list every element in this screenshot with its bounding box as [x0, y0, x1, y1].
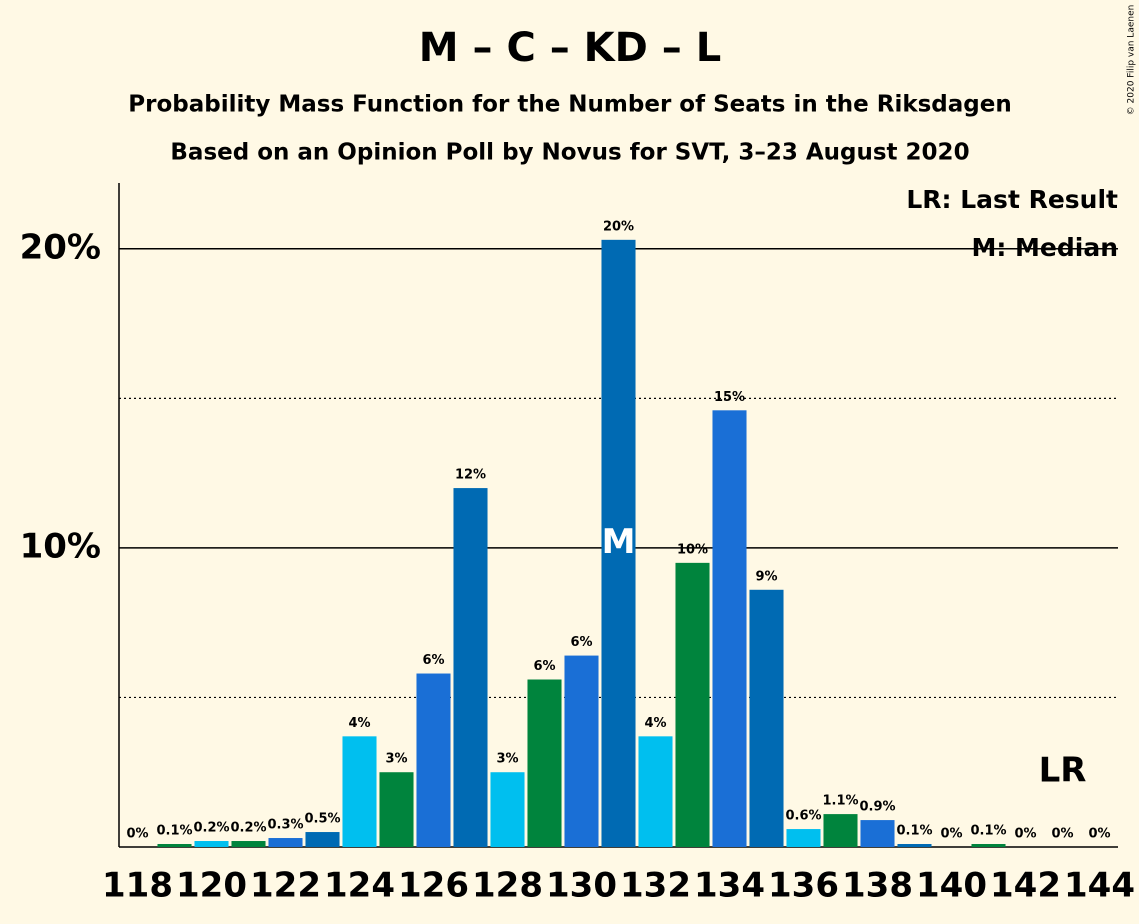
last-result-marker: LR	[1039, 751, 1087, 791]
legend-entry: LR: Last Result	[906, 185, 1118, 214]
bar	[897, 844, 932, 847]
x-tick-label: 118	[102, 866, 173, 906]
bar	[823, 814, 858, 847]
y-tick-label: 10%	[20, 526, 101, 566]
value-label: 15%	[714, 390, 745, 405]
bar	[564, 655, 599, 847]
value-label: 6%	[422, 653, 444, 668]
chart-subtitle: Probability Mass Function for the Number…	[128, 92, 1011, 118]
bar	[416, 673, 451, 847]
x-tick-label: 140	[916, 866, 987, 906]
value-label: 0.1%	[156, 824, 192, 839]
x-tick-label: 136	[768, 866, 839, 906]
x-tick-label: 144	[1064, 866, 1135, 906]
x-tick-label: 134	[694, 866, 765, 906]
value-label: 20%	[603, 219, 634, 234]
median-marker: M	[602, 522, 636, 562]
bar	[194, 841, 229, 847]
value-label: 3%	[496, 752, 518, 767]
bar	[712, 410, 747, 847]
value-label: 6%	[533, 659, 555, 674]
bar	[490, 772, 525, 847]
bar	[342, 736, 377, 847]
copyright: © 2020 Filip van Laenen	[1127, 5, 1137, 116]
x-tick-label: 126	[398, 866, 469, 906]
value-label: 6%	[570, 635, 592, 650]
bar	[675, 562, 710, 847]
value-label: 0.2%	[193, 821, 229, 836]
bar	[601, 239, 636, 847]
chart-subtitle: Based on an Opinion Poll by Novus for SV…	[170, 140, 969, 166]
value-label: 9%	[755, 569, 777, 584]
value-label: 0%	[126, 827, 148, 842]
x-tick-label: 124	[324, 866, 395, 906]
bar	[971, 844, 1006, 847]
value-label: 0%	[1014, 827, 1036, 842]
bar	[268, 838, 303, 847]
value-label: 10%	[677, 542, 708, 557]
bar	[157, 844, 192, 847]
bar	[453, 488, 488, 847]
value-label: 0%	[940, 827, 962, 842]
value-label: 0.9%	[859, 800, 895, 815]
value-label: 0.6%	[785, 809, 821, 824]
x-tick-label: 120	[176, 866, 247, 906]
x-tick-label: 132	[620, 866, 691, 906]
bar	[860, 820, 895, 847]
x-tick-label: 122	[250, 866, 321, 906]
bar	[379, 772, 414, 847]
x-tick-label: 130	[546, 866, 617, 906]
value-label: 4%	[644, 716, 666, 731]
bar	[786, 829, 821, 847]
legend-entry: M: Median	[971, 233, 1118, 262]
bar	[231, 841, 266, 847]
value-label: 0.2%	[230, 821, 266, 836]
value-label: 0%	[1051, 827, 1073, 842]
x-tick-label: 142	[990, 866, 1061, 906]
value-label: 0.1%	[970, 824, 1006, 839]
bar	[638, 736, 673, 847]
chart-title: M – C – KD – L	[419, 25, 721, 71]
x-tick-label: 128	[472, 866, 543, 906]
value-label: 3%	[385, 752, 407, 767]
x-tick-label: 138	[842, 866, 913, 906]
value-label: 0%	[1088, 827, 1110, 842]
bar	[749, 589, 784, 847]
bar	[305, 832, 340, 847]
value-label: 0.3%	[267, 818, 303, 833]
y-tick-label: 20%	[20, 227, 101, 267]
value-label: 0.5%	[304, 812, 340, 827]
value-label: 1.1%	[822, 794, 858, 809]
bar	[527, 679, 562, 847]
value-label: 4%	[348, 716, 370, 731]
value-label: 0.1%	[896, 824, 932, 839]
value-label: 12%	[455, 468, 486, 483]
